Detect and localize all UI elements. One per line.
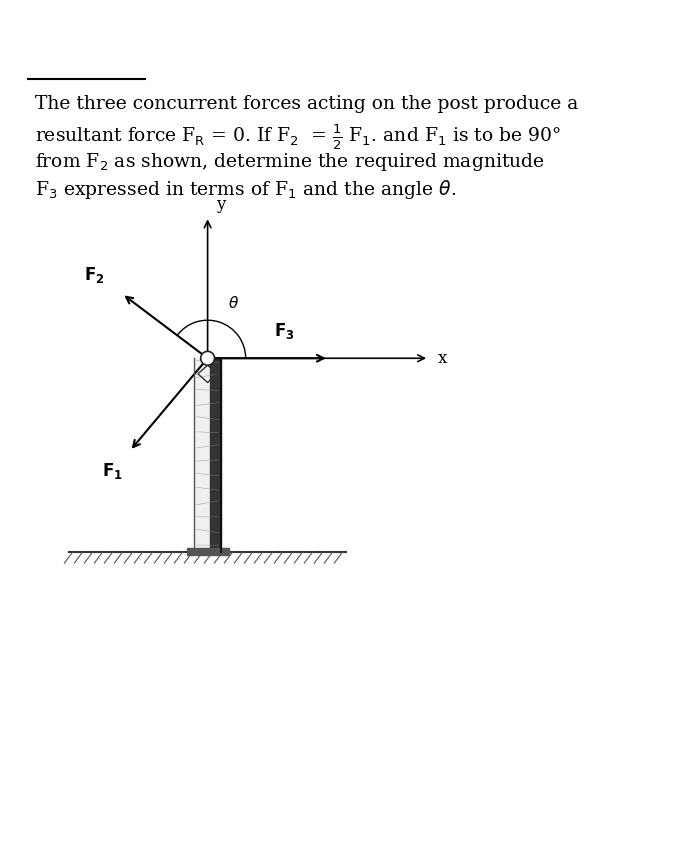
Circle shape [201, 351, 215, 365]
Text: $\mathbf{F}_\mathbf{3}$: $\mathbf{F}_\mathbf{3}$ [274, 321, 295, 341]
Text: y: y [216, 196, 226, 213]
Bar [194, 358, 221, 552]
Text: F$_{\mathrm{3}}$ expressed in terms of F$_{\mathrm{1}}$ and the angle $\theta$.: F$_{\mathrm{3}}$ expressed in terms of F… [35, 178, 456, 201]
Text: resultant force F$_{\mathrm{R}}$ = 0. If F$_{\mathrm{2}}$  = $\frac{1}{2}$ F$_{\: resultant force F$_{\mathrm{R}}$ = 0. If… [35, 123, 561, 153]
Text: $\mathbf{F}_\mathbf{2}$: $\mathbf{F}_\mathbf{2}$ [84, 265, 104, 286]
Text: $\mathbf{F}_\mathbf{1}$: $\mathbf{F}_\mathbf{1}$ [102, 461, 123, 482]
Text: x: x [437, 349, 447, 366]
Text: $\theta$: $\theta$ [228, 295, 239, 311]
Text: The three concurrent forces acting on the post produce a: The three concurrent forces acting on th… [35, 95, 578, 114]
Text: from F$_{\mathrm{2}}$ as shown, determine the required magnitude: from F$_{\mathrm{2}}$ as shown, determin… [35, 151, 545, 173]
